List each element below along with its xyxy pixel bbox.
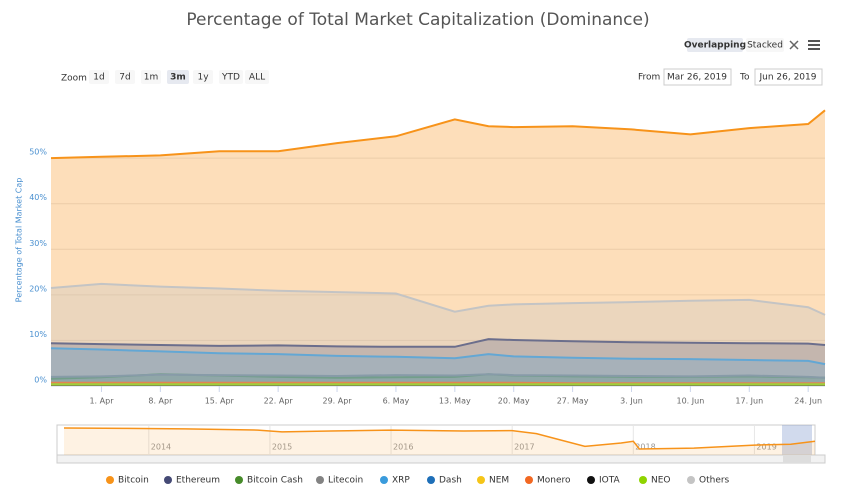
- series-line: [50, 338, 826, 348]
- y-tick-label: 10%: [29, 330, 47, 339]
- x-tick-label: 10. Jun: [677, 397, 705, 406]
- legend-symbol[interactable]: [427, 476, 435, 484]
- button-label[interactable]: Stacked: [747, 41, 783, 51]
- legend-label[interactable]: Litecoin: [328, 476, 363, 486]
- menu-icon[interactable]: [808, 40, 820, 50]
- legend-label[interactable]: Monero: [537, 476, 571, 486]
- legend-symbol[interactable]: [587, 476, 595, 484]
- legend-label[interactable]: Others: [699, 476, 730, 486]
- legend-symbol[interactable]: [106, 476, 114, 484]
- x-tick-label: 1. Apr: [89, 397, 114, 406]
- legend-label[interactable]: XRP: [392, 476, 410, 486]
- button[interactable]: [89, 70, 109, 84]
- button-label[interactable]: 1y: [197, 73, 209, 83]
- from-label: From: [638, 73, 660, 83]
- to-label: To: [739, 73, 750, 83]
- zoom-label: Zoom: [61, 74, 87, 84]
- navigator-label: 2014: [151, 443, 171, 452]
- x-tick-label: 27. May: [557, 397, 589, 406]
- area-fill: [51, 348, 825, 386]
- legend-label[interactable]: IOTA: [599, 476, 621, 486]
- y-tick-label: 20%: [29, 284, 47, 293]
- y-tick-label: 0%: [34, 376, 47, 385]
- date-input-text[interactable]: Jun 26, 2019: [758, 73, 816, 83]
- date-input-text[interactable]: Mar 26, 2019: [667, 73, 727, 83]
- legend-symbol[interactable]: [525, 476, 533, 484]
- area-fill: [51, 283, 825, 386]
- series-line: [50, 347, 826, 366]
- button-label[interactable]: 3m: [170, 73, 186, 83]
- series-line: [50, 109, 826, 160]
- button-label[interactable]: 7d: [119, 73, 130, 83]
- navigator-label: 2017: [514, 443, 534, 452]
- button-label[interactable]: Overlapping: [684, 41, 746, 51]
- legend-label[interactable]: NEO: [651, 476, 671, 486]
- legend-symbol[interactable]: [316, 476, 324, 484]
- legend-label[interactable]: Dash: [439, 476, 462, 486]
- button-label[interactable]: 1d: [93, 73, 104, 83]
- legend-symbol[interactable]: [639, 476, 647, 484]
- chart-title: Percentage of Total Market Capitalizatio…: [186, 10, 649, 30]
- legend-symbol[interactable]: [477, 476, 485, 484]
- navigator-selection[interactable]: [782, 425, 812, 455]
- button[interactable]: [687, 38, 743, 52]
- navigator-area: [64, 428, 815, 455]
- legend-label[interactable]: Bitcoin: [118, 476, 149, 486]
- button-label[interactable]: 1m: [144, 73, 159, 83]
- button[interactable]: [167, 70, 189, 84]
- y-tick-label: 40%: [29, 193, 47, 202]
- legend-label[interactable]: Bitcoin Cash: [247, 476, 303, 486]
- y-axis-label: Percentage of Total Market Cap: [15, 178, 24, 303]
- legend-label[interactable]: Ethereum: [176, 476, 220, 486]
- button[interactable]: [245, 70, 269, 84]
- button[interactable]: [115, 70, 135, 84]
- legend-label[interactable]: NEM: [489, 476, 509, 486]
- navigator-label: 2016: [393, 443, 413, 452]
- button[interactable]: [746, 38, 784, 52]
- legend-symbol[interactable]: [235, 476, 243, 484]
- x-tick-label: 17. Jun: [735, 397, 763, 406]
- y-tick-label: 50%: [29, 148, 47, 157]
- navigator-label: 2015: [272, 443, 292, 452]
- navigator-label: 2018: [635, 443, 655, 452]
- x-tick-label: 24. Jun: [794, 397, 822, 406]
- fullscreen-icon[interactable]: [789, 40, 799, 50]
- button[interactable]: [193, 70, 213, 84]
- scrollbar[interactable]: [56, 454, 826, 464]
- series-line: [50, 373, 826, 379]
- navigator-label: 2019: [756, 443, 776, 452]
- legend-symbol[interactable]: [687, 476, 695, 484]
- x-tick-label: 22. Apr: [264, 397, 294, 406]
- button[interactable]: [219, 70, 243, 84]
- scrollbar-thumb[interactable]: [783, 455, 811, 463]
- legend-symbol[interactable]: [164, 476, 172, 484]
- date-input[interactable]: [754, 68, 823, 86]
- y-tick-label: 30%: [29, 239, 47, 248]
- button-label[interactable]: ALL: [249, 73, 265, 83]
- x-tick-label: 8. Apr: [148, 397, 173, 406]
- x-tick-label: 3. Jun: [620, 397, 643, 406]
- x-tick-label: 13. May: [439, 397, 471, 406]
- area-fill: [51, 110, 825, 387]
- series-line: [50, 282, 826, 316]
- button-label[interactable]: YTD: [221, 73, 240, 83]
- legend-symbol[interactable]: [380, 476, 388, 484]
- date-input[interactable]: [663, 68, 732, 86]
- navigator-line: [63, 427, 816, 450]
- x-tick-label: 20. May: [498, 397, 530, 406]
- x-tick-label: 15. Apr: [205, 397, 235, 406]
- button[interactable]: [141, 70, 161, 84]
- x-tick-label: 6. May: [383, 397, 410, 406]
- x-tick-label: 29. Apr: [322, 397, 352, 406]
